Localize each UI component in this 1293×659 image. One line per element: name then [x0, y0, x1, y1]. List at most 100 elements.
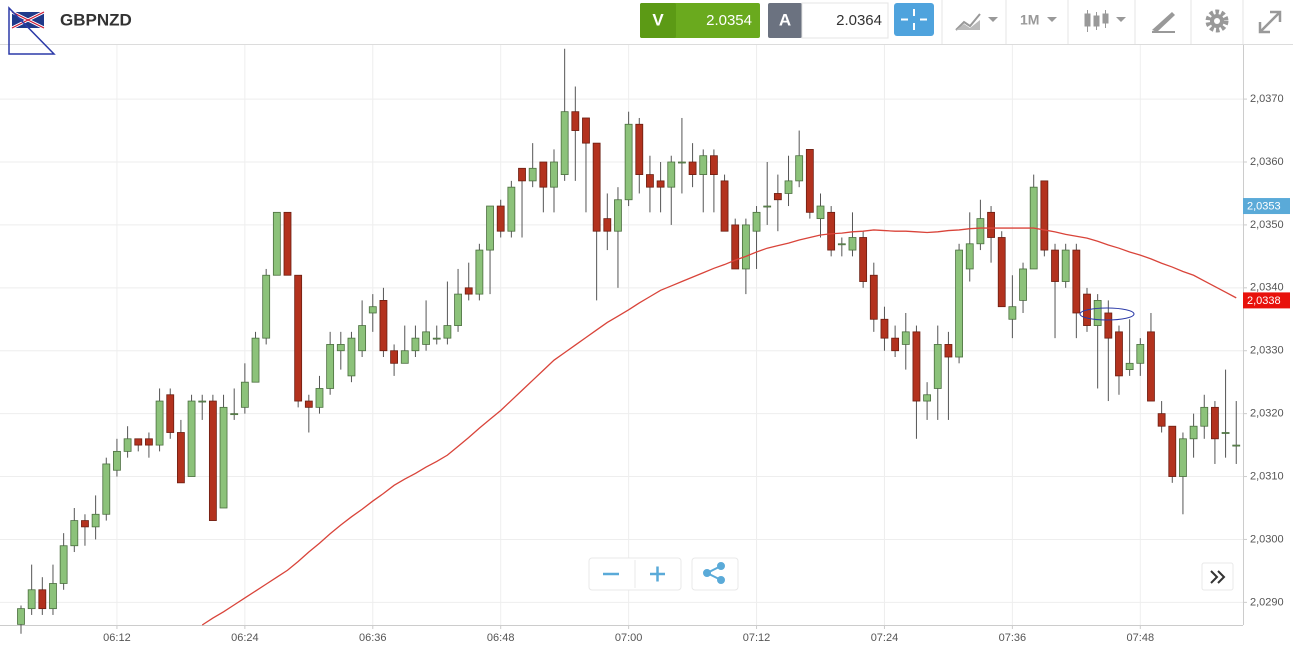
share-button[interactable]: [703, 562, 725, 584]
candle-body: [656, 180, 665, 188]
candle-body: [816, 205, 825, 220]
timeframe-button[interactable]: 1M: [1020, 12, 1057, 28]
candle-body: [678, 161, 686, 164]
candle-body: [997, 237, 1006, 308]
price-tag-label: 2,0338: [1247, 295, 1281, 307]
candle-body: [763, 205, 772, 208]
candle-body: [1211, 406, 1219, 440]
candle-body: [528, 167, 537, 182]
candle-body: [710, 155, 718, 175]
candle-body: [624, 123, 633, 201]
candle-body: [1147, 331, 1155, 402]
price-tag: [1243, 292, 1290, 309]
candle-body: [1115, 331, 1123, 377]
candle-body: [486, 205, 494, 251]
candle-body: [1125, 362, 1134, 370]
candle-body: [805, 149, 814, 213]
candle-body: [230, 413, 239, 416]
zoom-controls: [588, 557, 739, 591]
axis: 2,02902,03002,03102,03202,03302,03402,03…: [103, 93, 1290, 644]
candle-body: [1019, 268, 1027, 301]
candle-body: [741, 224, 750, 270]
y-tick-label: 2,0360: [1250, 156, 1284, 168]
chart-type-button[interactable]: [955, 13, 998, 31]
candle-body: [507, 186, 516, 232]
x-tick-label: 07:00: [615, 632, 643, 644]
candle-body: [187, 400, 196, 477]
crosshair-button[interactable]: [894, 3, 934, 36]
price-tag: [1243, 198, 1290, 215]
candle-body: [432, 337, 441, 340]
candle-body: [326, 344, 335, 389]
sell-label: V: [652, 10, 664, 29]
candle-body: [795, 155, 804, 182]
candle-body: [859, 237, 868, 282]
candle-body: [134, 438, 143, 446]
drawing-tools-button[interactable]: [1152, 12, 1175, 33]
x-tick-label: 06:48: [487, 632, 515, 644]
buy-button[interactable]: A 2.0364: [768, 2, 889, 39]
candle-body: [571, 111, 580, 131]
y-tick-label: 2,0330: [1250, 345, 1284, 357]
x-tick-label: 06:12: [103, 632, 131, 644]
candle-body: [91, 513, 100, 528]
candle-body: [987, 211, 995, 238]
candle-body: [646, 174, 654, 188]
candle-body: [304, 400, 313, 408]
candle-body: [1221, 432, 1230, 434]
y-tick-label: 2,0310: [1250, 470, 1284, 482]
candle-body: [368, 306, 377, 314]
candle-body: [560, 111, 569, 175]
candle-body: [390, 350, 399, 364]
candle-body: [1051, 249, 1059, 282]
candle-body: [976, 218, 985, 245]
fullscreen-button[interactable]: [1258, 10, 1282, 34]
candle-body: [27, 589, 36, 610]
buy-label: A: [779, 10, 791, 29]
candle-body: [38, 589, 47, 610]
candle-body: [1232, 444, 1241, 447]
candle-body: [720, 180, 729, 232]
candle-body: [113, 450, 121, 471]
candle-body: [272, 211, 281, 276]
candle-body: [262, 274, 271, 339]
settings-button[interactable]: [1205, 9, 1229, 33]
timeframe: 1M: [1020, 12, 1039, 28]
corner-marker: [8, 6, 56, 55]
candle-body: [688, 161, 697, 175]
candle-body: [1072, 249, 1081, 314]
candle-body: [773, 193, 782, 201]
scroll-right-button[interactable]: [1201, 562, 1234, 591]
candle-body: [539, 161, 548, 188]
candle-body: [944, 344, 953, 358]
candle-style-button[interactable]: [1084, 10, 1126, 32]
candle-body: [955, 249, 963, 358]
candle-body: [901, 331, 910, 345]
zoom-in-button[interactable]: [650, 566, 665, 582]
sell-price: 2.0354: [706, 12, 752, 29]
price-tag-label: 2,0353: [1247, 200, 1281, 212]
candle-body: [81, 520, 89, 528]
candle-body: [592, 142, 601, 232]
x-tick-label: 06:36: [359, 632, 387, 644]
candle-body: [315, 388, 324, 408]
grid: [0, 45, 1243, 625]
sell-button[interactable]: V 2.0354: [640, 3, 760, 38]
candle-body: [454, 293, 462, 326]
candle-body: [614, 199, 622, 232]
candle-body: [1136, 344, 1145, 364]
candle-body: [145, 438, 153, 446]
candle-body: [422, 331, 430, 345]
candle-body: [400, 350, 409, 364]
candle-body: [827, 211, 836, 251]
x-tick-label: 07:36: [999, 632, 1027, 644]
candle-body: [550, 161, 558, 188]
candle-body: [731, 224, 740, 270]
x-tick-label: 07:12: [743, 632, 771, 644]
y-tick-label: 2,0370: [1250, 93, 1284, 105]
candle-body: [59, 545, 68, 584]
candle-body: [1040, 180, 1049, 251]
candle-body: [496, 205, 505, 232]
candle-body: [891, 337, 900, 352]
